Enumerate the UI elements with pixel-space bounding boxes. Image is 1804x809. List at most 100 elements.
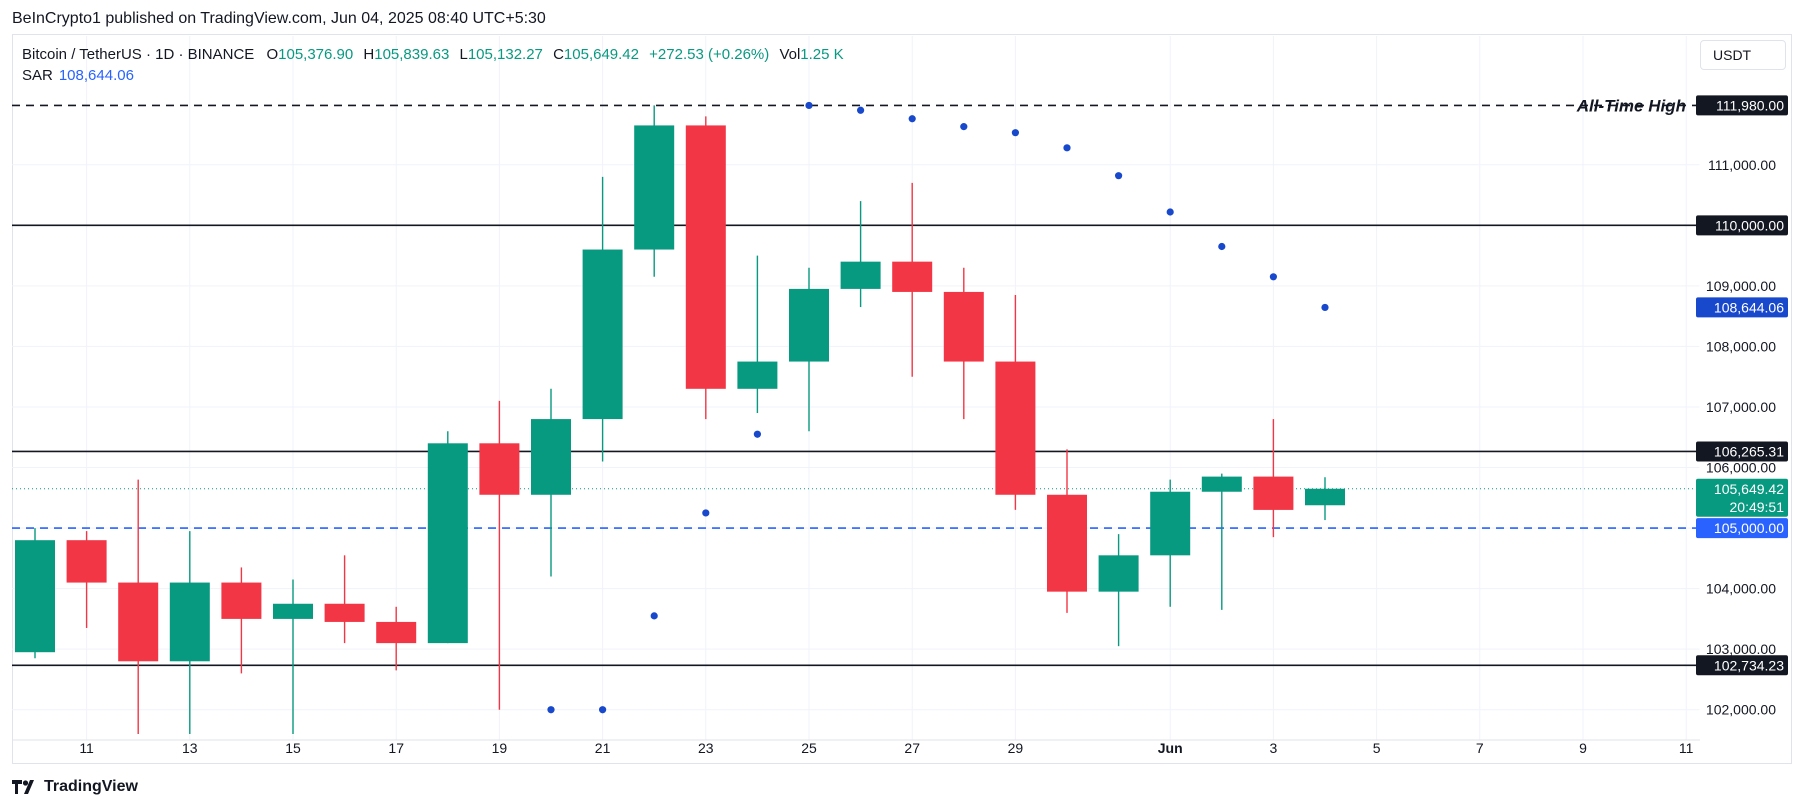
sar-dot: [650, 612, 658, 620]
candle-body: [118, 582, 159, 662]
candle-body: [1305, 488, 1345, 506]
candle: [1253, 419, 1294, 538]
candle-body: [1253, 476, 1294, 510]
price-tag-bg: [1696, 655, 1788, 676]
tradingview-logo: TradingView: [12, 778, 138, 796]
candle-body: [376, 621, 417, 644]
x-tick-label: 11: [79, 740, 94, 756]
tradingview-logo-icon: [12, 780, 34, 794]
candle-body: [273, 603, 313, 619]
sar-dot: [599, 706, 607, 714]
candle-body: [427, 443, 468, 644]
candle: [1150, 479, 1191, 607]
low-value: 105,132.27: [467, 46, 543, 63]
candle: [531, 388, 571, 577]
price-tag-label: 111,980.00: [1716, 97, 1784, 113]
sar-dot: [753, 430, 762, 438]
publisher-credit: BeInCrypto1 published on TradingView.com…: [12, 10, 546, 27]
y-axis: 102,000.00 103,000.00 104,000.00 106,000.00…: [1699, 36, 1776, 762]
price-tag: 108,644.06: [1696, 297, 1788, 318]
price-tag-label: 102,734.23: [1714, 657, 1784, 673]
high-value: 105,839.63: [374, 46, 450, 63]
y-tick-label: 102,000.00: [1706, 702, 1776, 718]
candle: [634, 105, 675, 277]
candle-body: [634, 125, 675, 250]
candle-body: [582, 249, 623, 420]
price-tags: 111,980.00 110,000.00 106,265.31 105,000.00…: [1696, 95, 1788, 676]
sar-label[interactable]: SAR: [22, 67, 53, 84]
price-tag-label: 108,644.06: [1714, 299, 1784, 315]
volume-value: 1.25 K: [800, 46, 844, 63]
currency-selector[interactable]: USDT: [1700, 40, 1786, 70]
candle-body: [221, 582, 262, 619]
sar-dot: [908, 115, 916, 123]
price-tag-label: 105,649.42: [1714, 481, 1784, 497]
candle: [1305, 477, 1345, 521]
y-tick-label: 108,000.00: [1706, 338, 1776, 354]
x-tick-label: Jun: [1158, 740, 1183, 756]
candle-body: [840, 261, 881, 289]
candle-body: [892, 261, 933, 292]
candle: [221, 567, 262, 674]
price-tag-bg: [1696, 478, 1788, 517]
candle: [1098, 534, 1139, 647]
currency-label: USDT: [1713, 47, 1752, 63]
y-tick-label: 103,000.00: [1706, 641, 1776, 657]
y-tick-label: 109,000.00: [1706, 278, 1776, 294]
y-tick-label: 107,000.00: [1706, 399, 1776, 415]
price-tag: 105,000.00: [1696, 518, 1788, 539]
all-time-high-label: All-Time High: [1576, 96, 1686, 115]
countdown-label: 20:49:51: [1730, 499, 1785, 515]
sar-dot: [857, 106, 865, 114]
candle-body: [531, 419, 571, 495]
sar-dot: [1321, 303, 1329, 312]
x-tick-label: 3: [1270, 740, 1278, 756]
ohlc-legend: Bitcoin / TetherUS · 1D · BINANCE O105,3…: [22, 46, 844, 84]
sar-dot: [960, 123, 968, 131]
y-tick-label: 104,000.00: [1706, 581, 1776, 597]
price-tag: 111,980.00: [1696, 95, 1788, 116]
x-tick-label: 23: [698, 740, 714, 756]
symbol-label[interactable]: Bitcoin / TetherUS · 1D · BINANCE: [22, 46, 255, 63]
price-tag: 105,649.42 20:49:51: [1696, 478, 1788, 517]
candle: [892, 182, 933, 377]
price-tag: 110,000.00: [1696, 215, 1788, 236]
price-tag: 106,265.31: [1696, 441, 1788, 462]
candle: [582, 176, 623, 462]
price-tag-bg: [1696, 518, 1788, 539]
x-tick-label: 25: [801, 740, 817, 756]
price-tag-label: 106,265.31: [1714, 443, 1784, 459]
candle-body: [324, 603, 365, 622]
brand-name: TradingView: [44, 778, 138, 795]
open-value: 105,376.90: [278, 46, 354, 63]
candle-body: [789, 288, 829, 362]
price-tag-bg: [1696, 441, 1788, 462]
x-tick-label: 7: [1476, 740, 1484, 756]
y-tick-label: 106,000.00: [1706, 460, 1776, 476]
candle-body: [943, 291, 984, 362]
candle: [789, 267, 829, 432]
x-tick-label: 21: [595, 740, 611, 756]
candle-body: [1201, 476, 1242, 492]
candle-body: [479, 443, 520, 495]
candle: [685, 116, 726, 420]
horizontal-lines: All-Time High: [12, 96, 1700, 667]
sar-value: 108,644.06: [58, 67, 134, 84]
x-tick-label: 11: [1679, 740, 1694, 756]
sar-dot: [1166, 208, 1174, 216]
x-tick-label: 17: [388, 740, 404, 756]
sar-dot: [1063, 144, 1071, 152]
candle-body: [685, 125, 726, 389]
sar-dots: [547, 101, 1329, 714]
sar-dot: [1011, 129, 1020, 137]
candle-body: [1047, 494, 1087, 592]
candle: [169, 531, 210, 734]
candle: [995, 294, 1036, 510]
x-tick-label: 27: [904, 740, 920, 756]
candle-body: [1150, 491, 1191, 556]
candle: [1201, 473, 1242, 610]
change-value: +272.53 (+0.26%): [649, 46, 770, 63]
candle: [479, 400, 520, 710]
candle: [737, 255, 778, 414]
